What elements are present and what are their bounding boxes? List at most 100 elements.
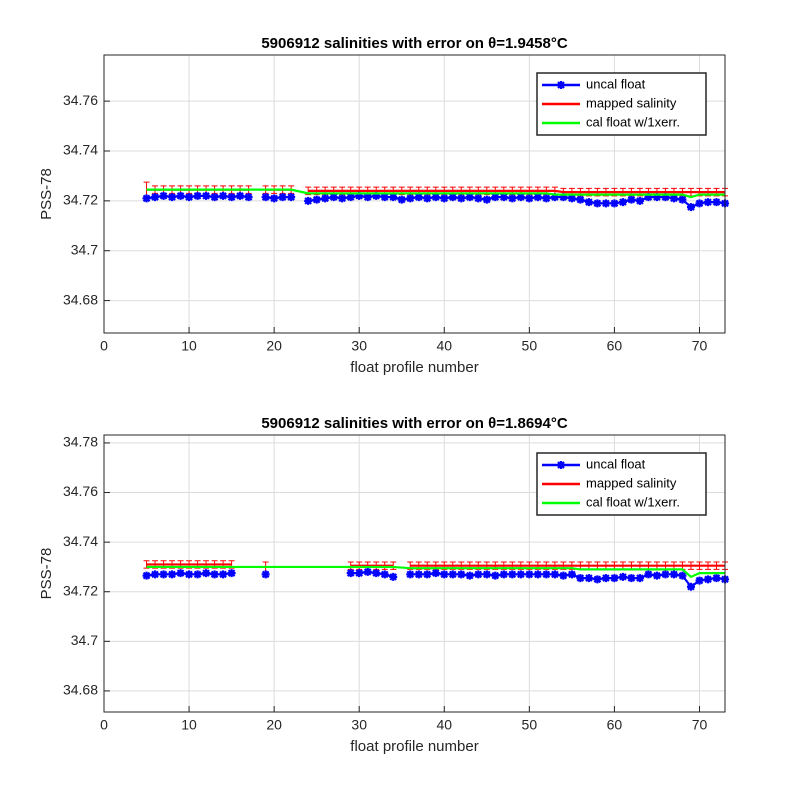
marker bbox=[652, 193, 661, 202]
x-tick-label: 30 bbox=[351, 338, 367, 354]
y-tick-label: 34.76 bbox=[63, 92, 98, 108]
x-axis-label: float profile number bbox=[350, 738, 478, 755]
x-tick-label: 20 bbox=[266, 338, 282, 354]
marker bbox=[244, 193, 253, 202]
marker bbox=[542, 570, 551, 579]
marker bbox=[567, 570, 576, 579]
marker bbox=[491, 571, 500, 580]
marker bbox=[440, 570, 449, 579]
marker bbox=[372, 191, 381, 200]
marker bbox=[652, 571, 661, 580]
marker bbox=[406, 570, 415, 579]
marker bbox=[695, 199, 704, 208]
marker bbox=[695, 576, 704, 585]
error-bar bbox=[704, 561, 711, 570]
marker bbox=[448, 570, 457, 579]
marker bbox=[261, 570, 270, 579]
marker bbox=[508, 570, 517, 579]
series-line bbox=[308, 189, 725, 194]
marker bbox=[644, 193, 653, 202]
marker bbox=[542, 194, 551, 203]
marker bbox=[329, 193, 338, 202]
marker bbox=[380, 570, 389, 579]
marker bbox=[457, 570, 466, 579]
marker bbox=[465, 193, 474, 202]
marker bbox=[389, 193, 398, 202]
marker bbox=[644, 570, 653, 579]
marker bbox=[202, 191, 211, 200]
marker bbox=[686, 582, 695, 591]
marker bbox=[482, 195, 491, 204]
marker bbox=[627, 195, 636, 204]
marker bbox=[491, 193, 500, 202]
x-tick-label: 10 bbox=[181, 338, 197, 354]
marker bbox=[423, 194, 432, 203]
marker bbox=[304, 196, 313, 205]
marker bbox=[703, 198, 712, 207]
chart-title: 5906912 salinities with error on θ=1.869… bbox=[261, 415, 568, 432]
legend-label: uncal float bbox=[586, 76, 646, 91]
marker bbox=[236, 191, 245, 200]
marker bbox=[168, 570, 177, 579]
marker bbox=[550, 193, 559, 202]
series-line bbox=[265, 196, 292, 200]
x-tick-label: 60 bbox=[607, 338, 623, 354]
marker bbox=[372, 569, 381, 578]
marker bbox=[227, 193, 236, 202]
marker bbox=[193, 191, 202, 200]
marker bbox=[346, 193, 355, 202]
marker bbox=[584, 574, 593, 583]
x-tick-label: 70 bbox=[692, 717, 708, 733]
legend-label: cal float w/1xerr. bbox=[586, 114, 680, 129]
axes-frame bbox=[103, 54, 726, 334]
y-axis-label: PSS-78 bbox=[38, 548, 55, 600]
marker bbox=[482, 570, 491, 579]
marker bbox=[261, 193, 270, 202]
marker bbox=[686, 203, 695, 212]
marker bbox=[576, 574, 585, 583]
marker bbox=[278, 193, 287, 202]
marker bbox=[465, 571, 474, 580]
y-axis-label: PSS-78 bbox=[38, 168, 55, 220]
y-tick-label: 34.72 bbox=[63, 192, 98, 208]
marker bbox=[576, 195, 585, 204]
legend-label: mapped salinity bbox=[586, 95, 677, 110]
marker bbox=[338, 194, 347, 203]
marker bbox=[440, 194, 449, 203]
marker bbox=[550, 570, 559, 579]
y-tick-label: 34.78 bbox=[63, 434, 98, 450]
marker bbox=[397, 195, 406, 204]
series-line bbox=[146, 565, 725, 579]
marker bbox=[610, 574, 619, 583]
x-tick-label: 50 bbox=[522, 717, 538, 733]
error-bar bbox=[687, 561, 694, 570]
marker bbox=[363, 567, 372, 576]
marker bbox=[210, 570, 219, 579]
x-tick-label: 20 bbox=[266, 717, 282, 733]
x-tick-label: 40 bbox=[436, 717, 452, 733]
marker bbox=[567, 194, 576, 203]
marker bbox=[533, 570, 542, 579]
x-tick-label: 0 bbox=[100, 338, 108, 354]
marker bbox=[474, 194, 483, 203]
marker bbox=[431, 569, 440, 578]
marker bbox=[414, 193, 423, 202]
legend-label: cal float w/1xerr. bbox=[586, 494, 680, 509]
marker bbox=[601, 574, 610, 583]
marker bbox=[423, 570, 432, 579]
marker bbox=[508, 194, 517, 203]
x-tick-label: 60 bbox=[607, 717, 623, 733]
marker bbox=[142, 194, 151, 203]
marker bbox=[185, 570, 194, 579]
error-bar bbox=[143, 560, 150, 569]
marker bbox=[193, 570, 202, 579]
marker bbox=[593, 575, 602, 584]
x-tick-label: 30 bbox=[351, 717, 367, 733]
y-tick-label: 34.68 bbox=[63, 682, 98, 698]
marker bbox=[678, 571, 687, 580]
marker bbox=[202, 569, 211, 578]
x-tick-label: 70 bbox=[692, 338, 708, 354]
marker bbox=[712, 198, 721, 207]
marker bbox=[661, 193, 670, 202]
marker bbox=[499, 570, 508, 579]
